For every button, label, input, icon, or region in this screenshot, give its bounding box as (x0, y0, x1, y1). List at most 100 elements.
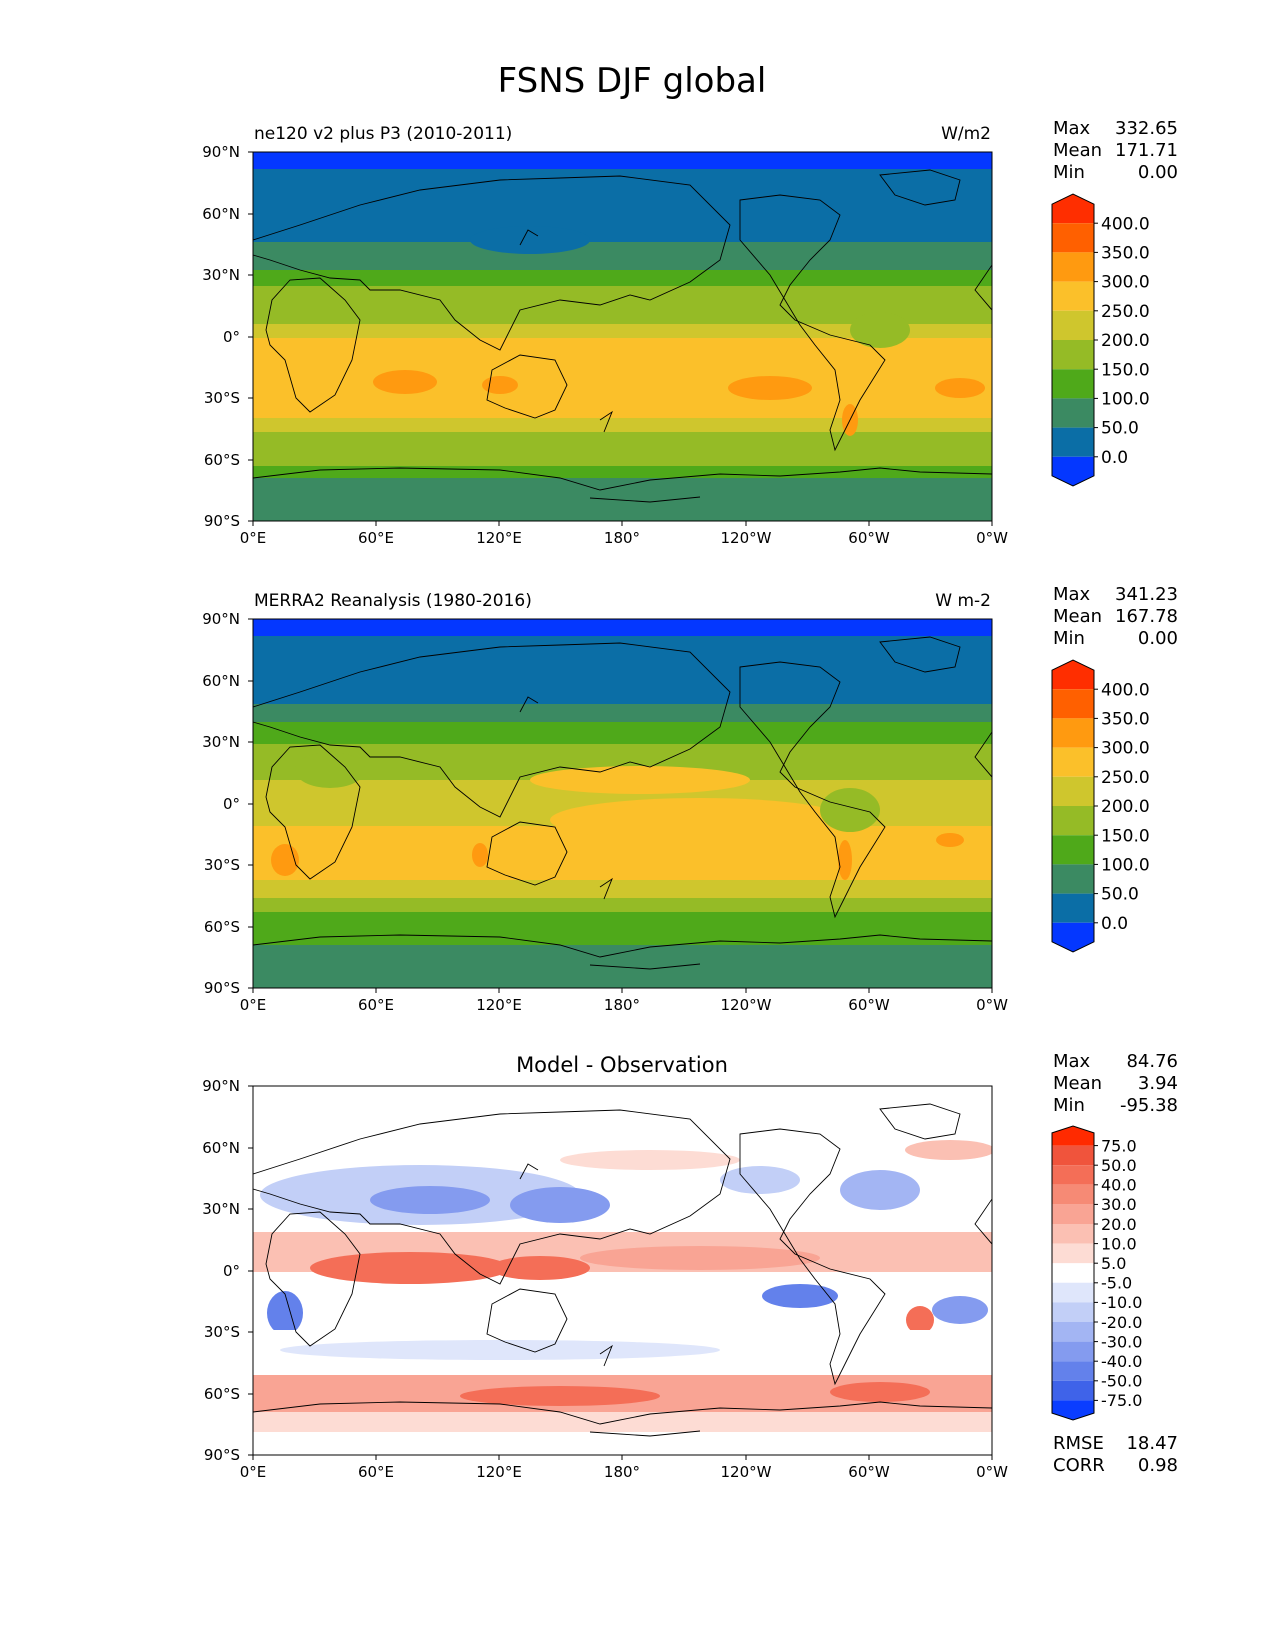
y-tick-label: 30°N (202, 1200, 240, 1218)
y-tick-label: 60°N (202, 672, 240, 690)
x-tick-label: 120°E (476, 529, 522, 547)
x-tick-label: 0°W (976, 1463, 1008, 1481)
metrics-block: RMSE 18.47 CORR 0.98 (1053, 1433, 1178, 1476)
colorbar-label: 150.0 (1101, 360, 1150, 380)
metric-value: 18.47 (1126, 1433, 1178, 1454)
colorbar-segment (1052, 1322, 1094, 1342)
colorbar-segment (1052, 1145, 1094, 1166)
y-tick-label: 90°S (204, 979, 240, 997)
stat-value: 171.71 (1115, 140, 1178, 161)
x-tick-label: 0°E (240, 529, 267, 547)
colorbar-label: 0.0 (1101, 914, 1128, 934)
x-tick-label: 120°E (476, 1463, 522, 1481)
colorbar-segment (1052, 1282, 1094, 1303)
colorbar-outline (1051, 1125, 1095, 1421)
colorbar-segment (1052, 223, 1094, 253)
x-tick-label: 180° (604, 996, 640, 1014)
colorbar-label: 350.0 (1101, 244, 1150, 264)
stat-value: 341.23 (1115, 584, 1178, 605)
x-tick-label: 60°E (358, 529, 394, 547)
y-tick-label: 0° (223, 1262, 240, 1280)
x-tick-label: 60°W (848, 529, 890, 547)
colorbar-label: 400.0 (1101, 214, 1150, 234)
stat-label: Mean (1053, 140, 1102, 161)
colorbar-segment (1052, 1243, 1094, 1264)
y-tick-label: 60°N (202, 1139, 240, 1157)
colorbar-label: 300.0 (1101, 273, 1150, 293)
colorbar-label: 75.0 (1101, 1136, 1137, 1155)
colorbar-label: 200.0 (1101, 331, 1150, 351)
colorbar-label: 40.0 (1101, 1176, 1137, 1195)
colorbar-label: 150.0 (1101, 826, 1150, 846)
y-axis-ticks: 90°N 60°N 30°N 0° 30°S 60°S 90°S (202, 610, 253, 997)
colorbar-segment (1052, 310, 1094, 340)
stats-block: Max 84.76 Mean 3.94 Min -95.38 (1053, 1051, 1178, 1116)
x-tick-label: 0°W (976, 996, 1008, 1014)
x-tick-label: 0°E (240, 996, 267, 1014)
map-field (253, 619, 992, 988)
colorbar: 400.0 350.0 300.0 250.0 200.0 150.0 100.0 50.0 0… (1051, 659, 1150, 953)
colorbar-segment (1052, 660, 1094, 690)
colorbar-label: 50.0 (1101, 419, 1139, 439)
colorbar-label: 300.0 (1101, 739, 1150, 759)
colorbar-segment (1052, 864, 1094, 894)
panel-observation: MERRA2 Reanalysis (1980-2016) W m-2 (202, 584, 1178, 1014)
y-tick-label: 90°N (202, 143, 240, 161)
y-tick-label: 90°S (204, 1446, 240, 1464)
y-tick-label: 30°N (202, 733, 240, 751)
colorbar-segment (1052, 1184, 1094, 1205)
metric-label: RMSE (1053, 1433, 1104, 1454)
colorbar-segment (1052, 922, 1094, 952)
stat-value: 167.78 (1115, 606, 1178, 627)
colorbar-segment (1052, 689, 1094, 719)
colorbar-segment (1052, 456, 1094, 486)
colorbar-label: 250.0 (1101, 768, 1150, 788)
x-tick-label: 0°E (240, 1463, 267, 1481)
colorbar-segment (1052, 1204, 1094, 1224)
colorbar-segment (1052, 369, 1094, 399)
colorbar-segment (1052, 1361, 1094, 1381)
colorbar-label: 10.0 (1101, 1234, 1137, 1253)
colorbar: 400.0 350.0 300.0 250.0 200.0 150.0 100.0 50.0 0… (1051, 193, 1150, 487)
colorbar-segment (1052, 1224, 1094, 1244)
colorbar-segment (1052, 1380, 1094, 1401)
colorbar-segment (1052, 194, 1094, 224)
colorbar-segment (1052, 835, 1094, 865)
x-tick-label: 180° (604, 1463, 640, 1481)
colorbar-label: 50.0 (1101, 1156, 1137, 1175)
panel-subtitle-right: W m-2 (935, 591, 991, 611)
colorbar-segment (1052, 340, 1094, 370)
y-tick-label: 30°S (204, 856, 240, 874)
panel-subtitle-left: MERRA2 Reanalysis (1980-2016) (254, 591, 532, 611)
metric-label: CORR (1053, 1455, 1105, 1476)
stat-label: Min (1053, 628, 1085, 649)
y-tick-label: 90°N (202, 1077, 240, 1095)
y-tick-label: 0° (223, 795, 240, 813)
panel-subtitle-left: ne120 v2 plus P3 (2010-2011) (254, 124, 512, 144)
y-tick-label: 90°N (202, 610, 240, 628)
colorbar-segment (1052, 1341, 1094, 1362)
colorbar-label: -75.0 (1101, 1391, 1142, 1410)
map-field (253, 1086, 992, 1455)
x-tick-label: 60°E (358, 996, 394, 1014)
colorbar-label: -10.0 (1101, 1293, 1142, 1312)
panel-subtitle-right: W/m2 (941, 124, 991, 144)
x-tick-label: 120°W (721, 1463, 772, 1481)
colorbar-label: 200.0 (1101, 797, 1150, 817)
stat-value: 0.00 (1138, 628, 1178, 649)
y-tick-label: 60°S (204, 918, 240, 936)
y-tick-label: 30°N (202, 266, 240, 284)
y-tick-label: 60°N (202, 205, 240, 223)
y-tick-label: 60°S (204, 1385, 240, 1403)
colorbar-label: 400.0 (1101, 680, 1150, 700)
y-tick-label: 90°S (204, 512, 240, 530)
x-axis-ticks: 0°E 60°E 120°E 180° 120°W 60°W 0°W (240, 521, 1008, 547)
stat-label: Min (1053, 1095, 1085, 1116)
stat-value: 0.00 (1138, 162, 1178, 183)
colorbar-label: 100.0 (1101, 856, 1150, 876)
colorbar-segment (1052, 281, 1094, 311)
colorbar-label: 100.0 (1101, 390, 1150, 410)
y-axis-ticks: 90°N 60°N 30°N 0° 30°S 60°S 90°S (202, 1077, 253, 1464)
colorbar-label: 20.0 (1101, 1215, 1137, 1234)
